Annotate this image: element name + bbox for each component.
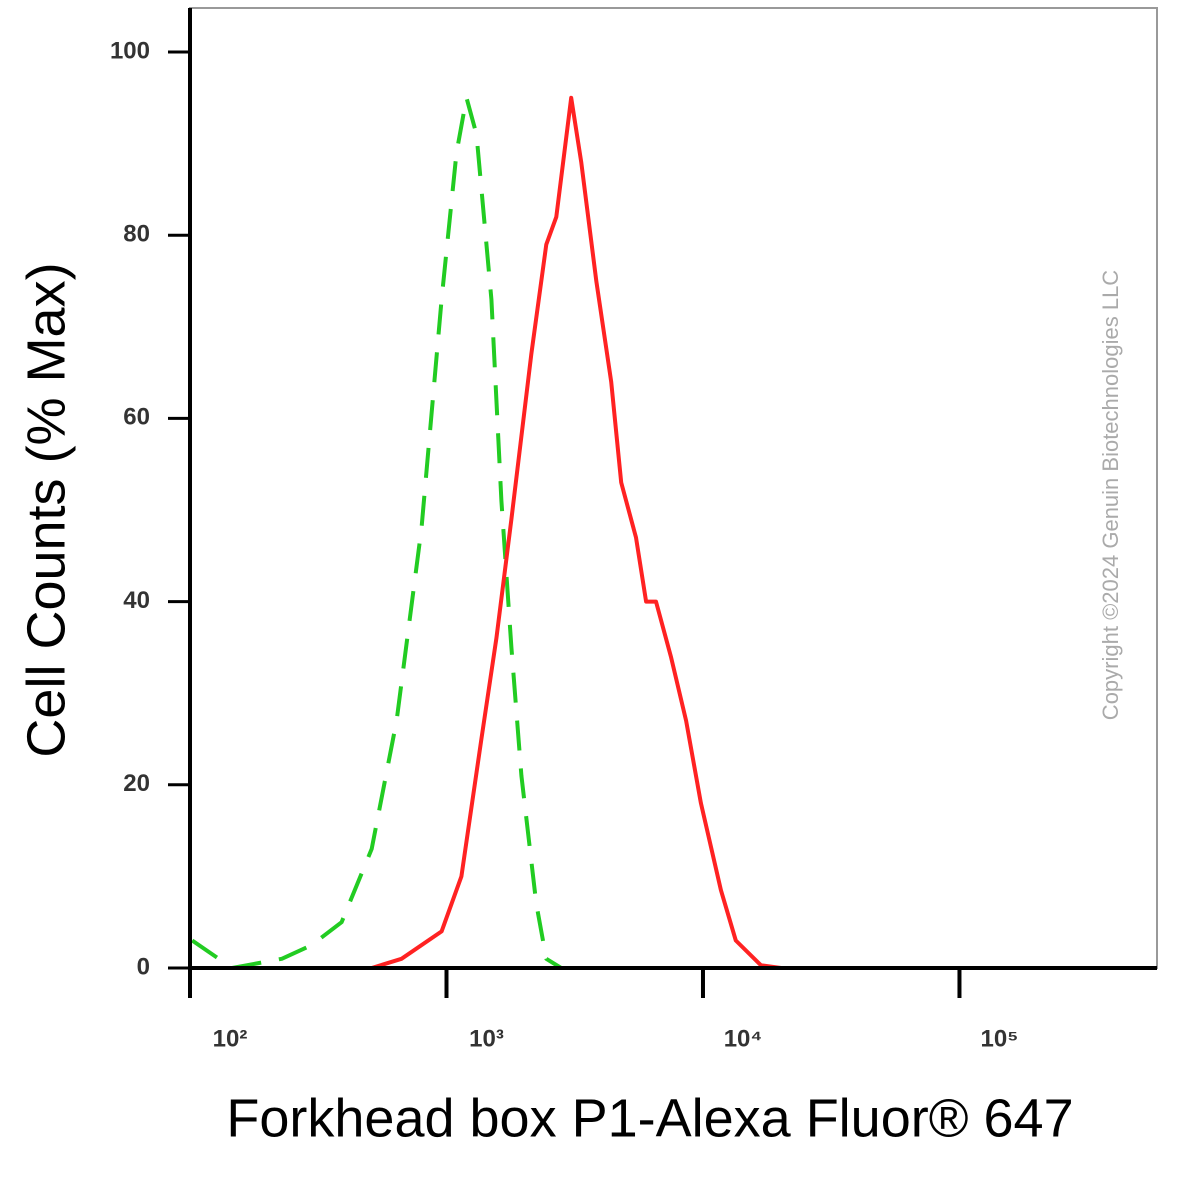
y-tick-label: 100 [110, 37, 150, 64]
x-tick-label: 10² [213, 1025, 248, 1052]
y-tick-label: 80 [123, 221, 150, 248]
y-axis-title: Cell Counts (% Max) [16, 262, 76, 757]
x-tick-label: 10⁴ [724, 1025, 763, 1052]
y-tick-label: 40 [123, 587, 150, 614]
y-tick-label: 20 [123, 770, 150, 797]
x-tick-label: 10³ [469, 1025, 504, 1052]
y-tick-label: 60 [123, 404, 150, 431]
watermark: Copyright ©2024 Genuin Biotechnologies L… [1098, 270, 1123, 721]
series-line [192, 95, 1139, 970]
x-tick-label: 10⁵ [980, 1025, 1018, 1052]
plot-frame [189, 7, 1158, 969]
x-axis-title: Forkhead box P1-Alexa Fluor® 647 [226, 1088, 1073, 1148]
series-line [191, 95, 1139, 970]
y-tick-label: 0 [137, 953, 150, 980]
